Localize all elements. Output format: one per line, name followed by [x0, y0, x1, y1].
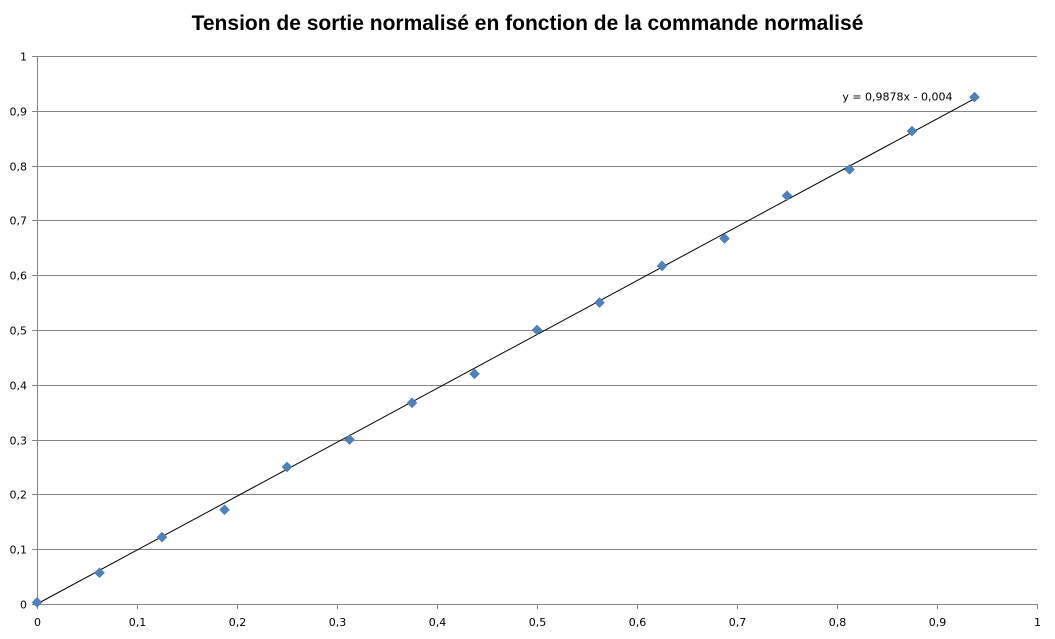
y-tick-label: 0,1: [10, 544, 28, 557]
trendline-equation: y = 0,9878x - 0,004: [842, 91, 952, 104]
y-tick-label: 0,4: [10, 380, 28, 393]
data-point: [656, 260, 668, 272]
y-tick-label: 1: [20, 51, 27, 64]
y-tick-label: 0,7: [10, 215, 28, 228]
data-point: [281, 461, 293, 473]
x-tick-label: 0,4: [429, 616, 447, 629]
data-point: [844, 164, 855, 175]
y-tick-label: 0,5: [10, 325, 28, 338]
data-point: [406, 397, 418, 409]
x-tick-label: 0,2: [229, 616, 247, 629]
y-tick-label: 0,9: [10, 106, 28, 119]
data-point: [719, 233, 730, 244]
x-tick-label: 0: [34, 616, 41, 629]
chart-title: Tension de sortie normalisé en fonction …: [191, 12, 864, 35]
data-point: [781, 190, 793, 202]
data-point: [594, 297, 605, 308]
trendline: [36, 98, 975, 605]
y-tick-label: 0,2: [10, 489, 28, 502]
data-point: [219, 504, 230, 516]
y-tick-label: 0,3: [10, 435, 28, 448]
data-point: [906, 125, 918, 137]
y-tick-label: 0: [20, 599, 27, 612]
x-tick-label: 0,7: [729, 616, 747, 629]
x-tick-label: 0,9: [929, 616, 947, 629]
data-point: [531, 324, 543, 336]
data-point: [156, 531, 168, 543]
x-tick-label: 1: [1034, 616, 1041, 629]
data-point: [469, 368, 480, 380]
x-tick-label: 0,5: [529, 616, 547, 629]
data-point: [94, 567, 105, 579]
x-tick-label: 0,6: [629, 616, 647, 629]
data-point: [969, 91, 980, 103]
y-tick-label: 0,8: [10, 161, 28, 174]
x-tick-label: 0,3: [329, 616, 347, 629]
data-point: [31, 597, 43, 608]
x-tick-label: 0,1: [129, 616, 147, 629]
x-tick-label: 0,8: [829, 616, 847, 629]
y-tick-label: 0,6: [10, 270, 28, 283]
data-point: [344, 434, 355, 445]
